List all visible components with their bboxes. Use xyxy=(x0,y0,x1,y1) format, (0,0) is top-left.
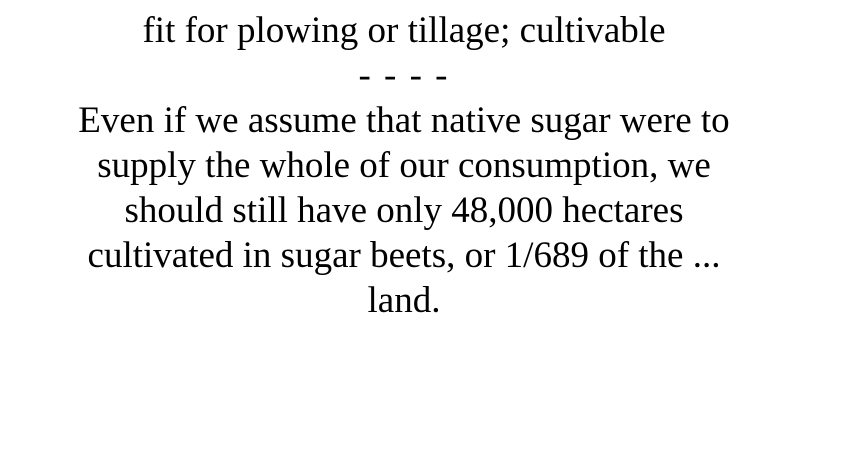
example-line: cultivated in sugar beets, or 1/689 of t… xyxy=(87,235,721,276)
definition-text: fit for plowing or tillage; cultivable xyxy=(142,10,666,51)
example-sentence: Even if we assume that native sugar were… xyxy=(54,98,754,323)
example-line: land. xyxy=(367,280,441,321)
flashcard: fit for plowing or tillage; cultivable -… xyxy=(54,10,754,323)
example-line: supply the whole of our consumption, we xyxy=(97,145,711,186)
separator: - - - - xyxy=(358,55,450,96)
example-line: Even if we assume that native sugar were… xyxy=(78,100,730,141)
example-line: should still have only 48,000 hectares xyxy=(124,190,684,231)
